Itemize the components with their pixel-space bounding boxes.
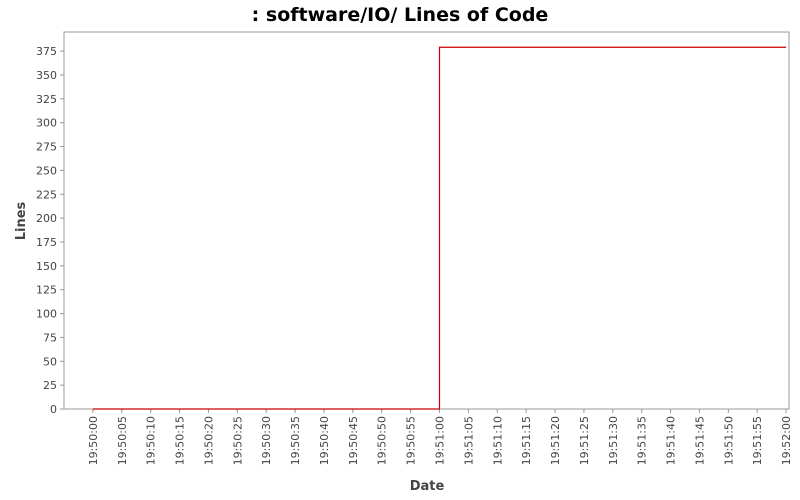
x-tick-label: 19:50:20 [202, 416, 215, 465]
x-tick-label: 19:50:30 [260, 416, 273, 465]
x-tick-label: 19:50:35 [289, 416, 302, 465]
x-tick-label: 19:50:00 [87, 416, 100, 465]
x-tick-label: 19:52:00 [780, 416, 793, 465]
y-axis: 0 25 50 75 100 125 150 175 200 225 250 275 300 325 350… [36, 45, 64, 416]
x-tick-label: 19:51:25 [578, 416, 591, 465]
x-tick-label: 19:51:45 [693, 416, 706, 465]
x-tick-label: 19:50:05 [116, 416, 129, 465]
y-tick-label: 125 [36, 284, 57, 297]
x-tick-label: 19:50:40 [318, 416, 331, 465]
y-tick-label: 300 [36, 117, 57, 130]
x-tick-label: 19:50:15 [174, 416, 187, 465]
x-tick-label: 19:51:50 [722, 416, 735, 465]
x-tick-label: 19:51:30 [607, 416, 620, 465]
y-tick-label: 200 [36, 212, 57, 225]
x-tick-label: 19:51:15 [520, 416, 533, 465]
series-line-0 [92, 46, 787, 410]
x-tick-label: 19:50:10 [145, 416, 158, 465]
y-tick-label: 250 [36, 164, 57, 177]
y-tick-label: 175 [36, 236, 57, 249]
series-layer [92, 46, 787, 410]
y-tick-label: 75 [43, 331, 57, 344]
x-tick-label: 19:51:20 [549, 416, 562, 465]
x-tick-label: 19:50:45 [347, 416, 360, 465]
y-tick-label: 150 [36, 260, 57, 273]
y-tick-label: 100 [36, 308, 57, 321]
plot-area [63, 31, 790, 410]
y-tick-label: 325 [36, 93, 57, 106]
x-tick-label: 19:51:35 [636, 416, 649, 465]
x-axis-label: Date [410, 479, 445, 494]
x-tick-label: 19:50:55 [405, 416, 418, 465]
y-axis-label: Lines [14, 201, 29, 240]
x-tick-label: 19:51:05 [462, 416, 475, 465]
y-tick-label: 225 [36, 188, 57, 201]
x-axis: 19:50:00 19:50:05 19:50:10 19:50:15 19:50:20… [87, 409, 793, 465]
y-tick-label: 0 [50, 403, 57, 416]
x-tick-label: 19:51:10 [491, 416, 504, 465]
y-tick-label: 275 [36, 141, 57, 154]
y-tick-label: 375 [36, 45, 57, 58]
y-tick-label: 350 [36, 69, 57, 82]
x-tick-label: 19:51:40 [665, 416, 678, 465]
x-tick-label: 19:50:25 [231, 416, 244, 465]
x-tick-label: 19:50:50 [376, 416, 389, 465]
y-tick-label: 50 [43, 355, 57, 368]
chart-title: : software/IO/ Lines of Code [252, 4, 549, 26]
x-tick-label: 19:51:55 [751, 416, 764, 465]
y-tick-label: 25 [43, 379, 57, 392]
x-tick-label: 19:51:00 [433, 416, 446, 465]
